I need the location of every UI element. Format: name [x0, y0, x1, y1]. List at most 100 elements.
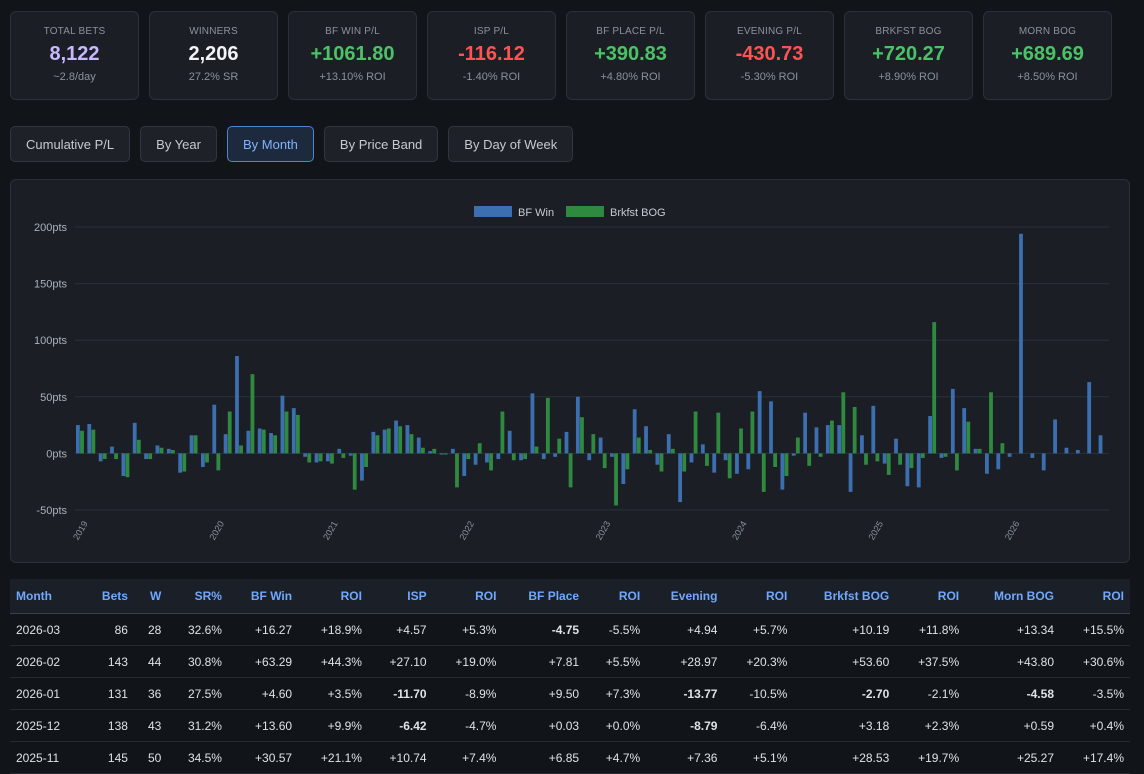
table-cell: 2026-03 — [10, 613, 84, 646]
bar-brkfst-bog — [580, 417, 584, 454]
bar-brkfst-bog — [80, 430, 84, 454]
stat-subtext: +8.50% ROI — [1017, 71, 1078, 83]
table-cell: 50 — [133, 741, 168, 774]
column-header[interactable]: BF Place — [502, 579, 586, 614]
stat-value: 8,122 — [49, 43, 100, 65]
bar-brkfst-bog — [909, 453, 914, 469]
column-header[interactable]: BF Win — [227, 579, 299, 614]
tab-by-day-of-week[interactable]: By Day of Week — [448, 126, 574, 162]
column-header[interactable]: W — [133, 579, 168, 614]
table-cell: -10.5% — [723, 677, 794, 710]
bar-bf-win — [621, 453, 626, 484]
bar-brkfst-bog — [955, 453, 959, 471]
bar-brkfst-bog — [489, 453, 493, 471]
view-tabs: Cumulative P/L By Year By Month By Price Ba… — [10, 126, 574, 162]
column-header[interactable]: ROI — [298, 579, 368, 614]
stat-value: 2,206 — [188, 43, 239, 65]
bar-brkfst-bog — [761, 453, 766, 492]
bar-bf-win — [496, 453, 501, 460]
bar-bf-win — [1053, 419, 1057, 454]
table-cell: -5.5% — [585, 613, 647, 646]
tab-by-year[interactable]: By Year — [140, 126, 217, 162]
y-tick-label: 100pts — [34, 335, 68, 347]
bar-brkfst-bog — [682, 453, 687, 472]
bar-bf-win — [644, 426, 648, 454]
bar-brkfst-bog — [875, 453, 880, 462]
bar-bf-win — [280, 395, 285, 454]
table-cell: 30.8% — [167, 645, 228, 678]
column-header[interactable]: Bets — [83, 579, 134, 614]
bar-brkfst-bog — [807, 453, 812, 466]
table-cell: 27.5% — [167, 677, 228, 710]
column-header[interactable]: Brkfst BOG — [793, 579, 896, 614]
tab-cumulative-p-l[interactable]: Cumulative P/L — [10, 126, 131, 162]
bar-bf-win — [746, 453, 751, 470]
bar-brkfst-bog — [136, 439, 141, 454]
bar-bf-win — [530, 393, 535, 454]
bar-brkfst-bog — [125, 453, 130, 478]
column-header[interactable]: Morn BOG — [965, 579, 1060, 614]
bar-brkfst-bog — [830, 420, 834, 454]
table-cell: +5.5% — [585, 645, 647, 678]
bar-brkfst-bog — [159, 447, 164, 454]
bar-brkfst-bog — [364, 453, 368, 467]
bar-brkfst-bog — [216, 453, 221, 471]
table-cell: +43.80 — [965, 645, 1060, 678]
table-cell: +19.7% — [895, 741, 966, 774]
bar-bf-win — [575, 396, 580, 454]
bar-bf-win — [428, 451, 433, 454]
table-cell: -6.42 — [367, 709, 433, 742]
bar-brkfst-bog — [352, 453, 357, 490]
bar-brkfst-bog — [284, 411, 289, 454]
bar-brkfst-bog — [227, 411, 232, 454]
bar-brkfst-bog — [920, 453, 925, 458]
bar-brkfst-bog — [545, 397, 550, 454]
table-cell: +4.60 — [227, 677, 299, 710]
bar-brkfst-bog — [739, 428, 743, 454]
column-header[interactable]: SR% — [167, 579, 228, 614]
tab-by-month[interactable]: By Month — [226, 126, 314, 162]
bar-brkfst-bog — [568, 453, 573, 488]
x-tick-label: 2021 — [321, 519, 340, 541]
column-header[interactable]: ISP — [367, 579, 433, 614]
bar-brkfst-bog — [420, 447, 425, 454]
y-tick-label: 150pts — [34, 279, 68, 291]
table-cell: +17.4% — [1060, 741, 1130, 774]
bar-brkfst-bog — [989, 392, 993, 454]
bar-bf-win — [144, 453, 148, 460]
tab-by-price-band[interactable]: By Price Band — [323, 126, 439, 162]
bar-brkfst-bog — [318, 453, 323, 462]
table-row: 2026-02 143 44 30.8% +63.29 +44.3% +27.10 +19.0… — [10, 645, 1130, 678]
stat-value: +720.27 — [872, 43, 945, 65]
column-header[interactable]: Evening — [646, 579, 724, 614]
table-cell: 145 — [83, 741, 134, 774]
bar-bf-win — [1030, 453, 1035, 458]
bar-brkfst-bog — [409, 434, 414, 454]
bar-bf-win — [553, 453, 558, 457]
table-cell: 31.2% — [167, 709, 228, 742]
bar-bf-win — [655, 453, 660, 465]
column-header[interactable]: Month — [10, 579, 84, 614]
column-header[interactable]: ROI — [585, 579, 647, 614]
bar-brkfst-bog — [943, 453, 948, 457]
table-cell: +28.53 — [793, 741, 896, 774]
table-cell: +19.0% — [432, 645, 503, 678]
table-cell: -11.70 — [367, 677, 433, 710]
table-cell: +7.4% — [432, 741, 503, 774]
bar-bf-win — [871, 405, 876, 454]
bar-bf-win — [1064, 447, 1069, 454]
bar-bf-win — [916, 453, 921, 488]
table-cell: +0.4% — [1060, 709, 1130, 742]
stat-label: BRKFST BOG — [875, 26, 942, 37]
bar-bf-win — [860, 435, 864, 454]
column-header[interactable]: ROI — [1060, 579, 1130, 614]
column-header[interactable]: ROI — [723, 579, 794, 614]
column-header[interactable]: ROI — [432, 579, 503, 614]
bar-brkfst-bog — [455, 453, 459, 488]
stat-card-total-bets: TOTAL BETS 8,122 ~2.8/day — [10, 11, 139, 100]
bar-bf-win — [666, 434, 671, 454]
bar-brkfst-bog — [398, 426, 403, 454]
y-tick-label: 200pts — [34, 222, 68, 234]
column-header[interactable]: ROI — [895, 579, 966, 614]
bar-brkfst-bog — [171, 450, 175, 454]
